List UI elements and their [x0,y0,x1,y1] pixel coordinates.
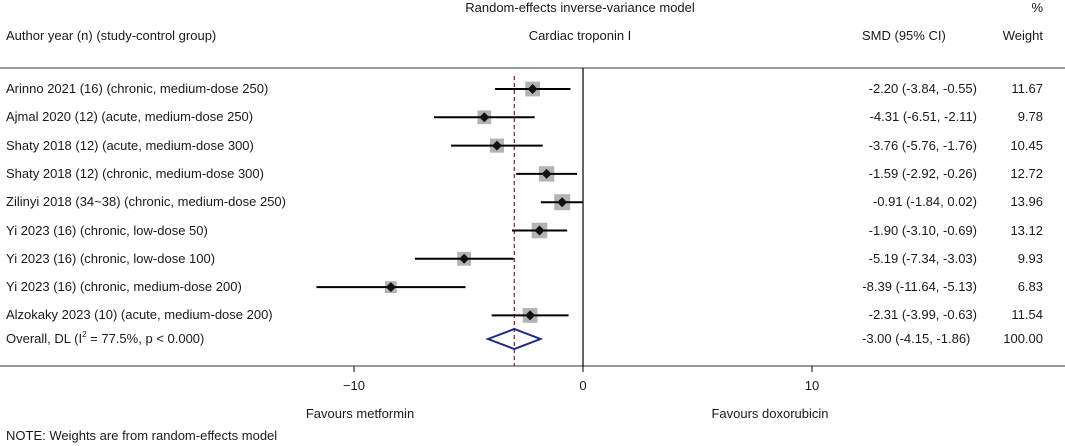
study-weight: 13.12 [1010,222,1043,238]
point-estimate [479,112,490,123]
model-title: Random-effects inverse-variance model [465,0,695,15]
study-weight: 13.96 [1010,194,1043,210]
study-ci: -1.90 (-3.10, -0.69) [868,222,977,238]
study-ci: -3.76 (-5.76, -1.76) [868,137,977,153]
overall-label-sup: 2 [82,330,87,339]
study-label: Shaty 2018 (12) (chronic, medium-dose 30… [6,165,264,181]
study-label: Arinno 2021 (16) (chronic, medium-dose 2… [6,81,269,96]
overall-label: Overall, DL (I2 = 77.5%, p < 0.000) [6,331,204,347]
x-tick-label: 10 [805,378,819,393]
study-label: Ajmal 2020 (12) (acute, medium-dose 250) [6,109,254,125]
favours-right-label: Favours doxorubicin [711,406,829,421]
percent-header: % [1031,0,1043,15]
study-weight: 12.72 [1010,165,1043,181]
study-ci: -0.91 (-1.84, 0.02) [872,194,977,210]
study-label: Alzokaky 2023 (10) (acute, medium-dose 2… [6,307,273,323]
favours-left-label: Favours metformin [305,406,415,421]
study-ci: -5.19 (-7.34, -3.03) [868,250,977,266]
point-estimate [491,140,502,151]
point-estimate [525,310,536,321]
outcome-header: Cardiac troponin I [528,28,632,43]
study-ci: -4.31 (-6.51, -2.11) [869,109,977,125]
study-label: Yi 2023 (16) (chronic, medium-dose 200) [6,279,242,295]
overall-label-suffix: = 77.5%, p < 0.000) [86,331,205,346]
overall-label-prefix: Overall, DL (I [6,331,83,346]
study-weight: 9.93 [1017,250,1043,266]
weight-column-header: Weight [1002,28,1043,43]
study-label: Yi 2023 (16) (chronic, low-dose 100) [6,250,216,266]
point-estimate [534,225,545,236]
study-label: Shaty 2018 (12) (acute, medium-dose 300) [6,137,254,153]
overall-weight: 100.00 [1003,331,1043,346]
study-ci: -2.31 (-3.99, -0.63) [868,307,977,323]
point-estimate [459,253,470,264]
study-label: Yi 2023 (16) (chronic, low-dose 50) [6,222,208,238]
study-weight: 11.54 [1011,307,1043,323]
study-weight: 9.78 [1017,109,1043,125]
study-weight: 10.45 [1010,137,1043,153]
study-weight: 11.67 [1011,81,1043,96]
study-ci: -8.39 (-11.64, -5.13) [862,279,977,295]
study-label: Zilinyi 2018 (34~38) (chronic, medium-do… [6,194,286,210]
study-ci: -1.59 (-2.92, -0.26) [868,165,977,181]
study-ci: -2.20 (-3.84, -0.55) [868,81,977,96]
point-estimate [527,84,538,94]
x-tick-label: −10 [343,378,365,393]
smd-column-header: SMD (95% CI) [862,28,946,43]
overall-ci: -3.00 (-4.15, -1.86) [862,331,971,346]
point-estimate [385,282,396,293]
point-estimate [541,168,552,179]
x-tick-label: 0 [579,378,586,393]
point-estimate [557,197,568,208]
overall-diamond [485,327,544,351]
study-weight: 6.83 [1017,279,1043,295]
footnote: NOTE: Weights are from random-effects mo… [6,428,278,443]
study-column-header: Author year (n) (study-control group) [6,28,217,43]
